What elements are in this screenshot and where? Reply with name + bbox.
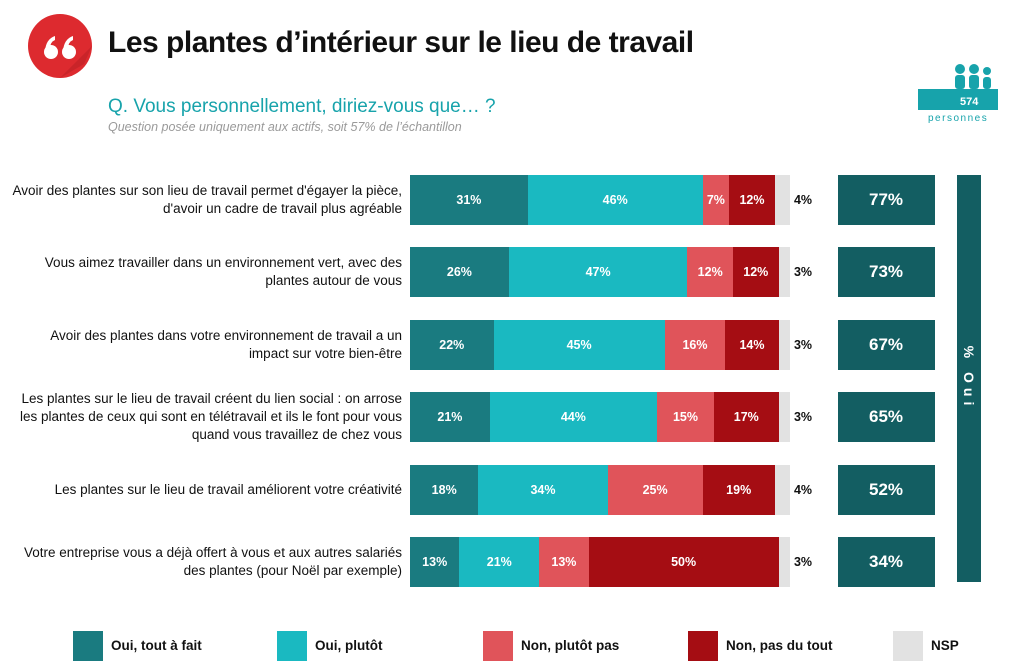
- value-label: 31%: [456, 193, 482, 207]
- bar-segment: [410, 464, 479, 515]
- value-label: 16%: [682, 337, 708, 352]
- value-label: 3%: [793, 337, 813, 352]
- value-label: 18%: [431, 482, 457, 497]
- value-label: 25%: [642, 482, 668, 497]
- bar-segment: [778, 537, 790, 587]
- badge-label: personnes: [928, 113, 989, 124]
- legend-swatch: [688, 631, 718, 661]
- bar-segment: [410, 319, 494, 370]
- bar-segment: [410, 392, 490, 443]
- bar-segment: [539, 537, 589, 587]
- total-box: [838, 537, 935, 587]
- legend-label: Oui, plutôt: [315, 638, 383, 653]
- category-label: Avoir des plantes dans votre environneme…: [50, 327, 402, 361]
- value-label: 50%: [671, 555, 697, 569]
- bar-segment: [702, 175, 730, 225]
- legend-swatch: [73, 631, 103, 661]
- legend-swatch: [277, 631, 307, 661]
- category-label: Les plantes sur le lieu de travail améli…: [54, 481, 402, 497]
- legend-label: Non, plutôt pas: [521, 638, 620, 653]
- bar-segment: [714, 392, 779, 443]
- totals-title: % Oui: [961, 345, 977, 411]
- badge: [918, 96, 998, 110]
- value-label: 3%: [793, 410, 813, 425]
- bar-segment: [687, 247, 733, 298]
- totals-band: [957, 175, 981, 582]
- legend-swatch: [893, 631, 923, 661]
- total-box: [838, 464, 935, 515]
- badge-count: 574: [960, 96, 979, 108]
- bar-segment: [527, 175, 703, 225]
- bar-segment: [778, 247, 790, 298]
- bar-segment: [607, 464, 703, 515]
- value-label: 12%: [743, 265, 769, 280]
- category-label: Vous aimez travailler dans un environnem…: [44, 255, 402, 289]
- total-label: 34%: [868, 552, 904, 571]
- total-box: [838, 175, 935, 225]
- category-label: Avoir des plantes sur son lieu de travai…: [12, 183, 402, 216]
- value-label: 12%: [697, 265, 723, 280]
- value-label: 4%: [793, 193, 813, 207]
- total-box: [838, 319, 935, 370]
- legend-label: Oui, tout à fait: [111, 638, 202, 653]
- value-label: 44%: [560, 410, 586, 425]
- value-label: 14%: [739, 337, 765, 352]
- bar-segment: [459, 537, 540, 587]
- legend-label: NSP: [931, 638, 959, 653]
- value-label: 21%: [437, 410, 463, 425]
- bar-segment: [778, 392, 790, 443]
- total-label: 65%: [868, 407, 904, 427]
- title: Les plantes d’intérieur sur le lieu de t…: [108, 26, 694, 59]
- total-label: 77%: [868, 190, 904, 209]
- bar-segment: [410, 537, 460, 587]
- value-label: 17%: [733, 410, 759, 425]
- value-label: 45%: [566, 337, 592, 352]
- value-label: 22%: [439, 337, 465, 352]
- value-label: 19%: [726, 482, 752, 497]
- total-box: [838, 392, 935, 443]
- value-label: 15%: [672, 410, 699, 425]
- legend-swatch: [483, 631, 513, 661]
- total-box: [838, 247, 935, 298]
- bar-segment: [508, 247, 688, 298]
- value-label: 3%: [793, 555, 813, 569]
- legend-label: Non, pas du tout: [726, 638, 833, 653]
- value-label: 13%: [551, 555, 577, 569]
- bar-segment: [664, 319, 726, 370]
- value-label: 12%: [739, 193, 765, 207]
- bar-segment: [493, 319, 665, 370]
- value-label: 3%: [793, 265, 813, 280]
- category-label: Votre entreprise vous a déjà offert à vo…: [24, 545, 402, 578]
- bar-segment: [774, 175, 790, 225]
- bar-segment: [410, 247, 509, 298]
- value-label: 4%: [793, 482, 813, 497]
- bar-segment: [410, 175, 528, 225]
- question: Q. Vous personnellement, diriez-vous que…: [108, 96, 496, 117]
- bar-segment: [733, 247, 779, 298]
- bar-segment: [478, 464, 608, 515]
- total-label: 73%: [868, 262, 904, 282]
- total-label: 67%: [868, 334, 904, 354]
- value-label: 47%: [585, 265, 611, 280]
- value-label: 13%: [422, 555, 448, 569]
- value-label: 46%: [602, 193, 628, 207]
- quote-icon: [28, 14, 92, 78]
- bar-segment: [702, 464, 775, 515]
- value-label: 7%: [706, 193, 725, 207]
- note: Question posée uniquement aux actifs, so…: [108, 120, 462, 134]
- value-label: 26%: [446, 265, 472, 280]
- bar-segment: [778, 319, 790, 370]
- value-label: 21%: [486, 555, 512, 569]
- value-label: 34%: [530, 482, 556, 497]
- total-label: 52%: [868, 479, 904, 499]
- bar-segment: [774, 464, 790, 515]
- bar-segment: [588, 537, 779, 587]
- people-icon: [918, 64, 998, 96]
- bar-segment: [489, 392, 657, 443]
- bar-segment: [725, 319, 779, 370]
- bar-segment: [657, 392, 714, 443]
- category-label: Les plantes sur le lieu de travail créen…: [20, 391, 402, 443]
- bar-segment: [729, 175, 775, 225]
